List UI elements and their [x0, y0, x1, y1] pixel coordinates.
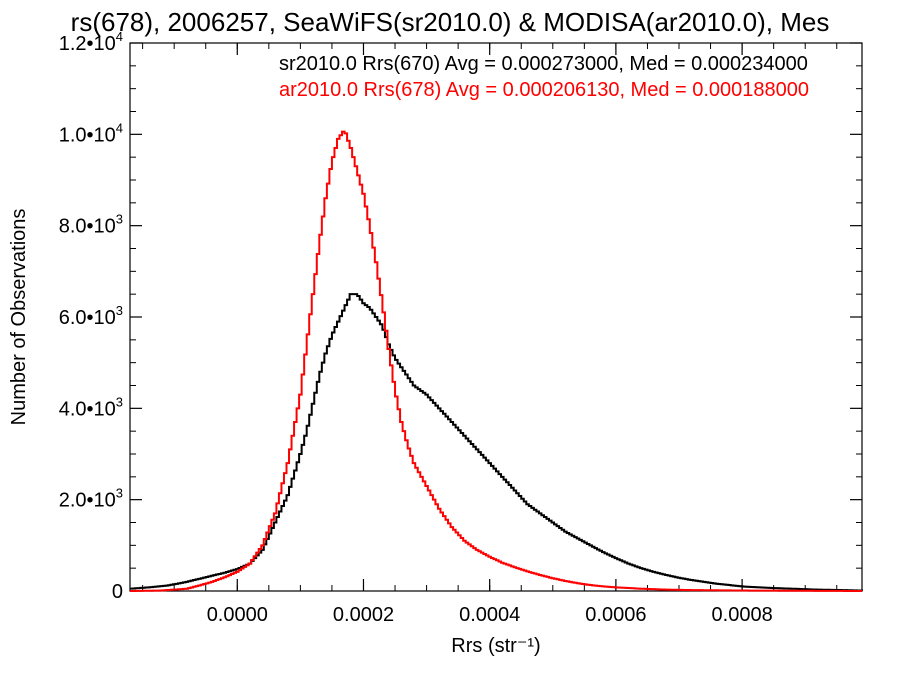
y-tick-label: 0	[112, 581, 123, 603]
chart-title: rs(678), 2006257, SeaWiFS(sr2010.0) & MO…	[71, 7, 830, 37]
x-tick-label: 0.0000	[207, 604, 268, 626]
y-tick-label: 6.0•103	[59, 303, 123, 329]
x-tick-label: 0.0008	[712, 604, 773, 626]
y-axis-label: Number of Observations	[8, 209, 30, 426]
legend-entry-0: sr2010.0 Rrs(670) Avg = 0.000273000, Med…	[279, 53, 808, 75]
x-tick-label: 0.0004	[459, 604, 520, 626]
legend-entry-1: ar2010.0 Rrs(678) Avg = 0.000206130, Med…	[279, 79, 809, 101]
plot-frame	[129, 42, 863, 592]
x-axis-label: Rrs (str⁻¹)	[451, 635, 540, 657]
y-tick-label: 1.0•104	[59, 120, 123, 146]
series-line-0	[130, 293, 863, 592]
x-axis: 0.0000 0.0002 0.0004 0.0006 0.0008	[142, 43, 838, 626]
x-tick-label: 0.0002	[333, 604, 394, 626]
series-layer	[130, 130, 863, 592]
series-line-1	[130, 130, 862, 592]
y-tick-label: 1.2•104	[59, 29, 123, 55]
y-tick-label: 4.0•103	[59, 394, 123, 420]
y-tick-label: 8.0•103	[59, 212, 123, 238]
legend: sr2010.0 Rrs(670) Avg = 0.000273000, Med…	[279, 53, 809, 101]
y-tick-label: 2.0•103	[59, 486, 123, 512]
x-tick-label: 0.0006	[585, 604, 646, 626]
y-axis: 0 2.0•103 4.0•103 6.0•103 8.0•103 1.0•104 1.2•…	[59, 29, 862, 603]
